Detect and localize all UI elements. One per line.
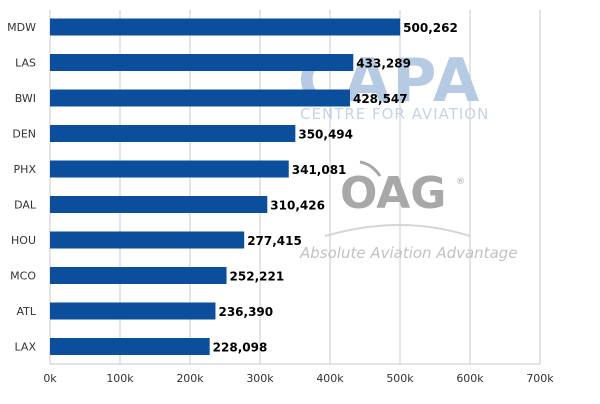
category-label: MDW [7,21,36,34]
bar-hou [50,231,245,249]
x-tick-label: 500k [386,372,414,385]
bar-value-label: 428,547 [353,92,408,106]
category-label: LAX [15,341,37,354]
category-label: DEN [12,128,36,141]
category-label: PHX [14,163,37,176]
capa-watermark-subtitle: CENTRE FOR AVIATION [300,105,489,123]
bar-den [50,125,296,142]
bar-value-label: 228,098 [213,341,268,355]
bar-value-label: 500,262 [403,21,458,35]
category-label: HOU [11,234,36,247]
bar-phx [50,160,289,178]
bar-mco [50,267,227,284]
category-label: LAS [15,57,36,70]
bar-value-label: 350,494 [298,128,353,142]
x-tick-label: 200k [176,372,204,385]
oag-watermark-logo: OAG [340,168,446,219]
x-tick-label: 300k [246,372,274,385]
x-tick-label: 400k [316,372,344,385]
oag-watermark-arc [324,224,471,237]
x-tick-label: 0k [43,372,57,385]
category-label: ATL [16,305,36,318]
category-label: DAL [14,199,37,212]
bar-dal [50,196,268,213]
bar-atl [50,302,216,320]
bar-value-label: 277,415 [247,234,302,248]
bar-value-label: 236,390 [218,305,273,319]
labels-layer: 0k 100k 200k 300k 400k 500k 600k 700k MDW 500,262… [7,21,554,385]
bars-layer [50,18,401,355]
x-tick-label: 700k [526,372,554,385]
bar-value-label: 341,081 [292,163,347,177]
x-tick-label: 600k [456,372,484,385]
bar-value-label: 252,221 [230,270,285,284]
bar-value-label: 310,426 [270,199,325,213]
category-label: MCO [10,270,36,283]
bar-value-label: 433,289 [356,57,411,71]
x-tick-label: 100k [106,372,134,385]
bar-bwi [50,89,350,107]
category-label: BWI [15,92,36,105]
oag-watermark-tagline: Absolute Aviation Advantage [299,244,518,262]
bar-las [50,54,354,71]
bar-mdw [50,18,401,36]
oag-watermark-registered: ® [456,177,465,187]
bar-lax [50,338,210,355]
watermark-layer: CAPA CENTRE FOR AVIATION OAG ® Absolute … [298,46,518,262]
oag-watermark-swoosh [359,160,382,177]
